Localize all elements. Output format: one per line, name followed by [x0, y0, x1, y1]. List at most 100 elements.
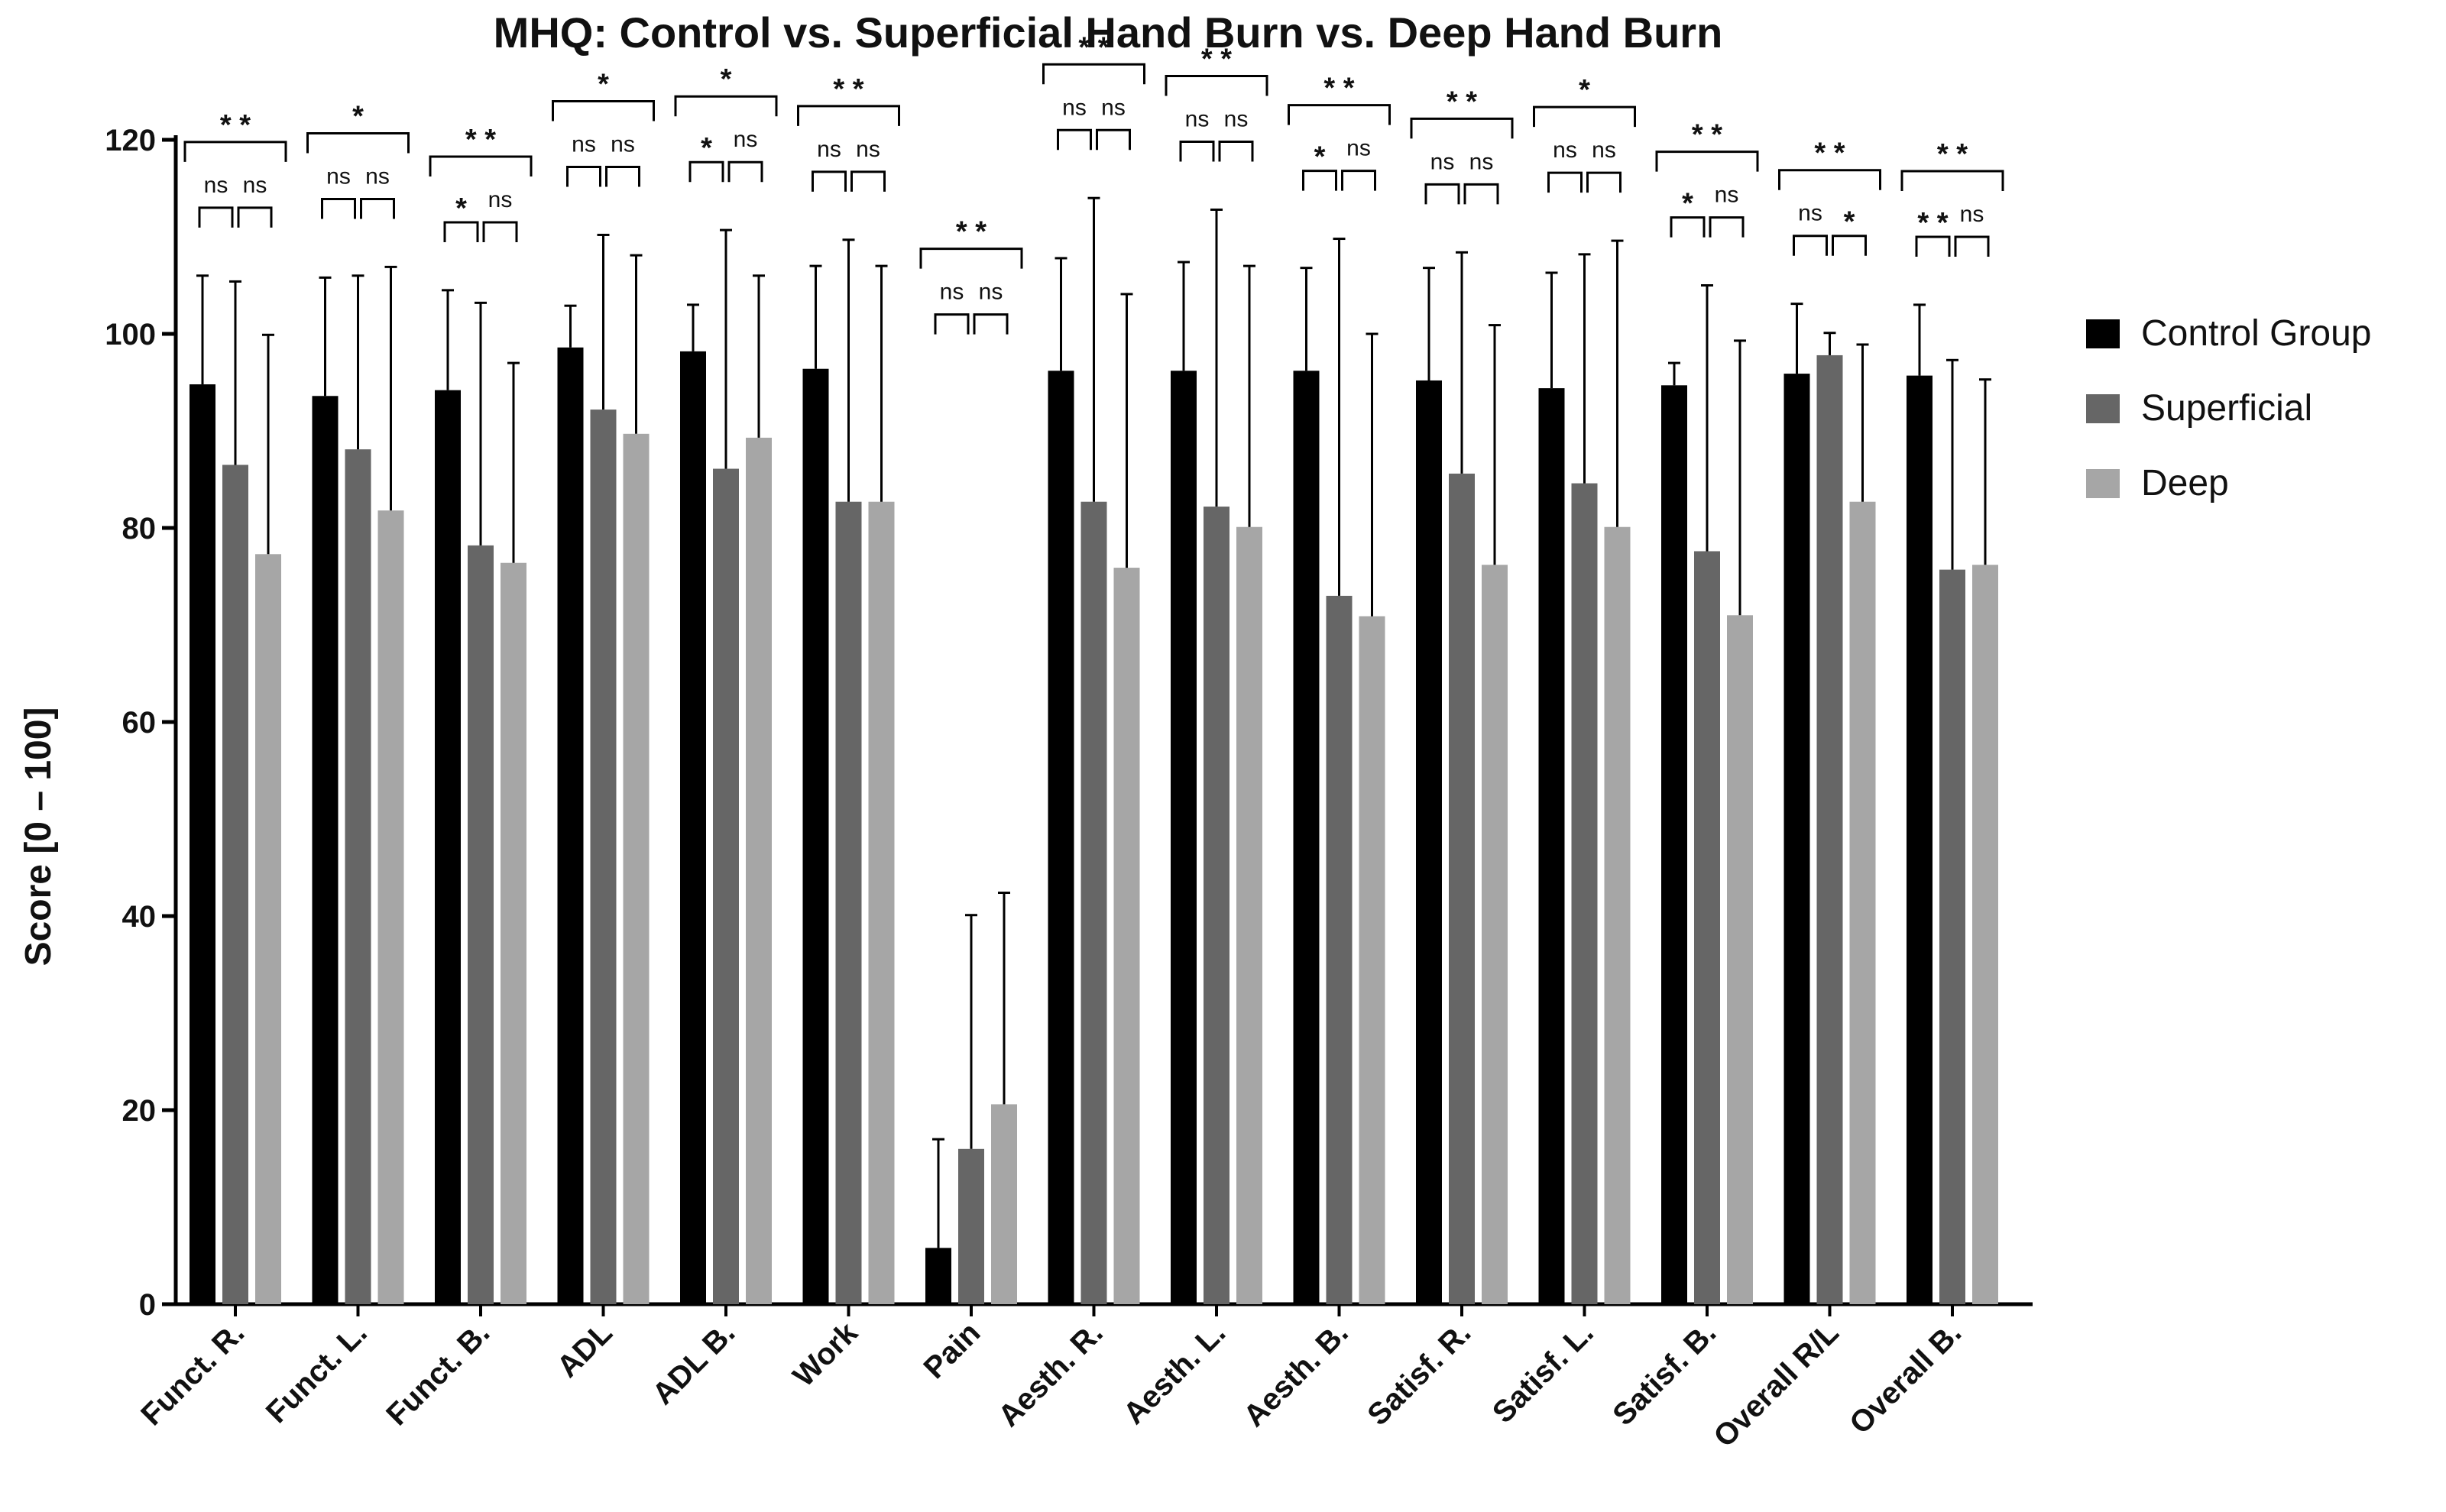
bar-0 [1293, 371, 1320, 1304]
bracket-left [443, 221, 479, 242]
bracket-right [1096, 128, 1131, 151]
bracket-right [973, 313, 1009, 335]
sig-label-right: ns [856, 137, 880, 162]
bracket-left [934, 313, 970, 335]
bracket-left [812, 170, 847, 192]
bracket-right [237, 206, 273, 228]
bracket-right [1832, 235, 1867, 256]
legend-label-0: Control Group [2141, 313, 2371, 354]
bracket-overall [1778, 169, 1881, 190]
legend-swatch-2 [2086, 469, 2120, 498]
bracket-right [1218, 141, 1254, 162]
x-tick-label: Satisf. B. [1606, 1316, 1722, 1432]
bracket-overall [797, 105, 900, 126]
bar-1 [345, 449, 371, 1304]
y-tick-label: 20 [122, 1094, 157, 1128]
bracket-left [198, 206, 234, 228]
bracket-right [360, 197, 395, 219]
bar-2 [623, 433, 650, 1304]
bracket-overall [1655, 151, 1759, 172]
legend-label-1: Superficial [2141, 388, 2312, 429]
sig-label-right: * [1844, 206, 1855, 238]
sig-label-left: ns [1430, 149, 1455, 174]
bar-1 [1571, 483, 1598, 1304]
bar-0 [1783, 374, 1810, 1304]
bracket-overall [1533, 105, 1636, 128]
legend: Control Group Superficial Deep [2086, 313, 2371, 503]
bracket-left [1424, 183, 1460, 205]
x-tick-label: Aesth. R. [992, 1316, 1110, 1433]
sig-label-overall: * [598, 69, 609, 101]
sig-label-right: ns [243, 173, 267, 198]
bracket-overall [183, 141, 287, 162]
y-tick-label: 0 [139, 1288, 156, 1322]
bracket-overall [1288, 104, 1391, 125]
bar-1 [1449, 473, 1475, 1304]
bar-0 [1171, 371, 1197, 1304]
sig-label-right: ns [734, 127, 758, 152]
bracket-left [1057, 128, 1092, 151]
bracket-left [1179, 141, 1215, 162]
sig-label-left: * [455, 193, 467, 225]
sig-label-overall: * * [956, 216, 986, 248]
bar-1 [1816, 355, 1843, 1305]
bar-0 [1907, 375, 1933, 1304]
bar-0 [1538, 388, 1565, 1304]
bracket-left [1793, 235, 1828, 256]
x-tick-label: Funct. L. [260, 1316, 374, 1429]
x-tick-label: Pain [918, 1316, 987, 1385]
bar-1 [222, 465, 248, 1305]
bracket-left [1302, 170, 1337, 191]
x-tick-label: ADL [551, 1316, 619, 1384]
sig-label-left: ns [204, 173, 228, 198]
sig-label-overall: * * [465, 124, 496, 156]
bar-0 [680, 351, 706, 1304]
sig-label-right: ns [1224, 107, 1249, 132]
bar-1 [1694, 551, 1720, 1304]
bracket-right [605, 166, 640, 187]
sig-label-right: ns [1469, 149, 1494, 174]
y-tick-label: 40 [122, 900, 157, 934]
sig-label-overall: * [1579, 74, 1590, 106]
bar-2 [1849, 501, 1876, 1305]
legend-label-2: Deep [2141, 463, 2229, 503]
bracket-overall [674, 95, 778, 117]
sig-label-left: ns [940, 280, 964, 305]
bracket-left [1547, 171, 1583, 193]
bracket-right [1586, 171, 1621, 193]
bar-1 [468, 545, 494, 1304]
y-tick-label: 100 [105, 318, 156, 351]
bar-2 [1727, 615, 1753, 1304]
bracket-overall [919, 248, 1023, 269]
bar-2 [1482, 565, 1508, 1304]
x-tick-label: Funct. R. [134, 1316, 251, 1432]
x-tick-label: Work [787, 1316, 865, 1394]
sig-label-left: * [701, 132, 712, 164]
bracket-overall [1900, 170, 2004, 191]
sig-label-left: * [1682, 188, 1693, 220]
sig-label-left: ns [326, 164, 351, 189]
bracket-left [566, 166, 601, 187]
sig-label-overall: * * [833, 73, 863, 105]
bar-1 [958, 1148, 984, 1304]
sig-label-left: * [1314, 141, 1326, 173]
bar-1 [835, 501, 862, 1305]
sig-label-right: ns [1101, 95, 1126, 120]
bar-0 [435, 390, 461, 1304]
bar-0 [557, 347, 584, 1304]
bar-0 [1048, 371, 1074, 1304]
sig-label-left: ns [572, 132, 596, 157]
sig-label-overall: * [721, 63, 732, 96]
bracket-overall [552, 100, 655, 121]
x-tick-label: ADL B. [646, 1316, 741, 1411]
sig-label-right: ns [1592, 138, 1616, 163]
sig-label-right: ns [488, 187, 513, 212]
bracket-right [1341, 170, 1376, 191]
bar-1 [713, 468, 739, 1304]
y-axis-label: Score [0 – 100] [18, 707, 59, 966]
sig-label-left: ns [1553, 138, 1577, 163]
bar-1 [590, 410, 617, 1304]
bracket-right [482, 221, 518, 242]
